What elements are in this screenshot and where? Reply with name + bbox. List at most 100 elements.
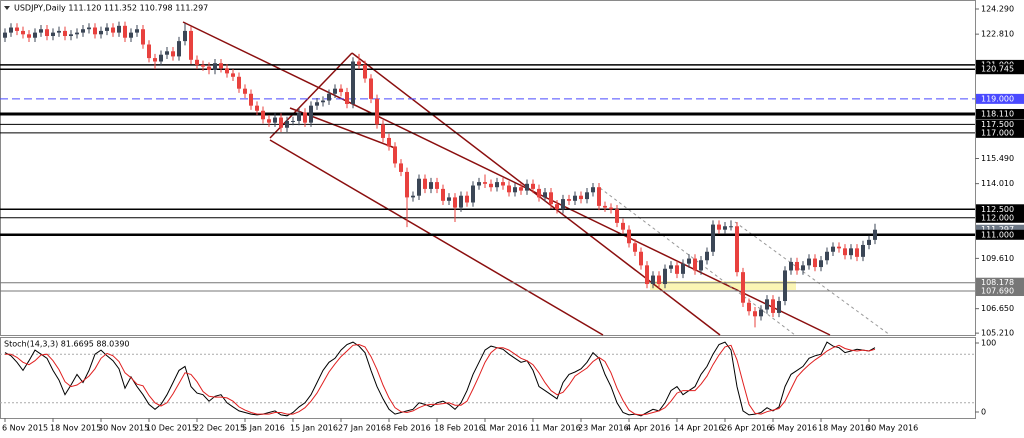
candle-body	[105, 27, 109, 31]
candle-body	[309, 105, 313, 123]
chart-title: USDJPY,Daily 111.120 111.352 110.798 111…	[14, 4, 208, 13]
candle-body	[447, 197, 451, 201]
y-tick-label: 115.490	[981, 154, 1014, 163]
candle-body	[633, 243, 637, 252]
candle-body	[579, 195, 583, 200]
candle-body	[759, 309, 763, 317]
level-label-box	[976, 64, 1024, 75]
candle-body	[267, 119, 271, 123]
candle-body	[51, 32, 55, 37]
candle-body	[717, 224, 721, 230]
candle-body	[471, 185, 475, 203]
candle-body	[327, 93, 331, 101]
candle-body	[453, 197, 457, 208]
candle-body	[363, 64, 367, 79]
y-tick-label: 100	[981, 339, 996, 348]
candle-body	[795, 261, 799, 271]
stoch-line	[4, 341, 876, 417]
candle-body	[291, 120, 295, 122]
candle-body	[663, 268, 667, 285]
candle-body	[813, 258, 817, 268]
channel-line	[269, 52, 353, 139]
candle-body	[285, 120, 289, 128]
candle-body	[141, 29, 145, 45]
candle-body	[561, 199, 565, 210]
candle-body	[567, 199, 571, 201]
candle-body	[837, 246, 841, 249]
candle-body	[429, 182, 433, 189]
candle-body	[159, 54, 163, 62]
candle-body	[513, 187, 517, 193]
candle-body	[411, 195, 415, 198]
menu-arrow[interactable]	[4, 6, 10, 10]
candle-body	[135, 29, 139, 33]
level-label-box	[976, 127, 1024, 138]
level-label-box	[976, 286, 1024, 297]
candle-body	[75, 32, 79, 35]
candle-body	[243, 88, 247, 94]
candle-body	[339, 88, 343, 93]
level-label: 112.000	[981, 213, 1014, 222]
candle-body	[501, 182, 505, 186]
candle-body	[165, 51, 169, 55]
x-tick-label: 6 Nov 2015	[2, 424, 48, 433]
candle-body	[195, 59, 199, 65]
candle-body	[381, 124, 385, 138]
candle-body	[423, 178, 427, 189]
level-label-box	[976, 93, 1024, 104]
candle-body	[45, 29, 49, 37]
candle-body	[321, 100, 325, 103]
level-label: 111.297	[981, 225, 1014, 234]
x-tick-label: 30 May 2016	[866, 424, 918, 433]
candle-body	[489, 183, 493, 188]
candle-body	[39, 29, 43, 33]
candle-body	[27, 34, 31, 38]
price-layer	[0, 21, 975, 336]
candle-body	[33, 32, 37, 38]
candle-body	[609, 207, 613, 210]
x-tick-label: 18 Feb 2016	[434, 424, 484, 433]
candle-body	[639, 251, 643, 266]
candle-body	[129, 32, 133, 38]
candle-body	[849, 248, 853, 256]
y-tick-label: 122.810	[981, 30, 1014, 39]
candle-body	[807, 258, 811, 266]
level-label-box	[976, 229, 1024, 240]
level-label: 118.110	[981, 109, 1014, 118]
level-label-box	[976, 277, 1024, 288]
level-label: 111.000	[981, 230, 1014, 239]
level-label: 120.745	[981, 65, 1014, 74]
candle-body	[699, 260, 703, 271]
candle-body	[585, 192, 589, 200]
candle-body	[111, 27, 115, 33]
x-tick-label: 4 Apr 2016	[626, 424, 670, 433]
x-tick-label: 5 Jan 2016	[242, 424, 285, 433]
level-label-box	[976, 204, 1024, 215]
candle-body	[255, 105, 259, 111]
candle-body	[537, 188, 541, 198]
candle-body	[855, 248, 859, 257]
x-tick-label: 14 Apr 2016	[674, 424, 723, 433]
candle-body	[333, 88, 337, 94]
candle-body	[273, 117, 277, 123]
candle-body	[801, 265, 805, 271]
x-tick-label: 18 May 2016	[818, 424, 870, 433]
stoch-panel-frame	[0, 337, 976, 419]
candle-body	[261, 110, 265, 120]
candle-body	[249, 93, 253, 106]
candle-body	[369, 78, 373, 99]
candle-body	[753, 311, 757, 317]
candle-body	[603, 205, 607, 208]
x-tick-label: 22 Dec 2015	[194, 424, 245, 433]
candle-body	[63, 30, 67, 37]
candle-body	[303, 112, 307, 123]
candle-body	[675, 265, 679, 274]
candle-body	[867, 239, 871, 245]
y-tick-label: 114.010	[981, 179, 1014, 188]
candle-body	[69, 34, 73, 37]
candle-body	[201, 64, 205, 67]
candle-body	[549, 192, 553, 205]
candle-body	[465, 195, 469, 203]
candle-body	[693, 258, 697, 271]
candle-body	[315, 102, 319, 106]
